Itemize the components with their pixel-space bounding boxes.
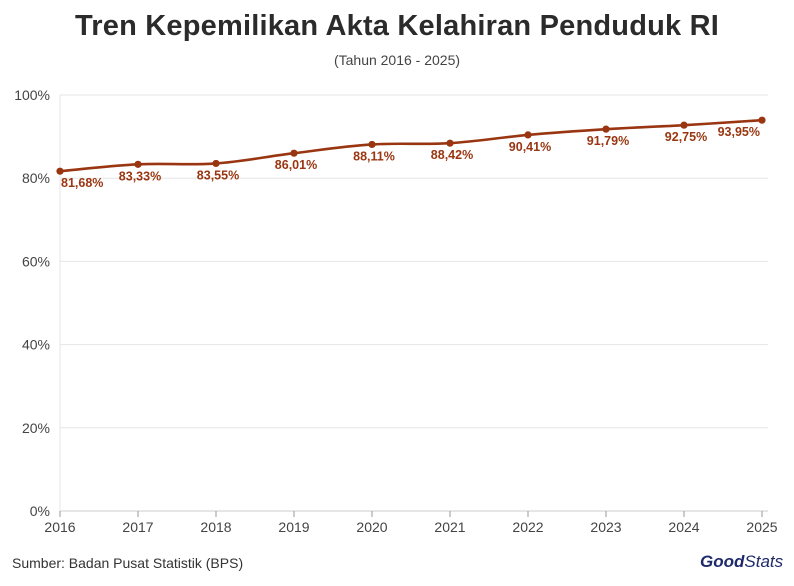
goodstats-logo: GoodStats [700,552,790,578]
data-label: 83,55% [197,168,239,182]
data-point [290,149,298,157]
data-point [134,160,142,168]
gridlines [59,94,768,512]
data-label: 83,33% [119,169,161,183]
logo-stats-text: Stats [744,552,784,571]
data-label: 90,41% [509,140,551,154]
y-tick-label: 40% [22,337,50,353]
data-label: 81,68% [61,176,103,190]
data-point [212,159,220,168]
data-label: 93,95% [718,125,760,139]
data-point [446,139,454,147]
x-tick-label: 2024 [668,519,699,535]
x-tick-label: 2016 [44,519,75,535]
x-tick-label: 2020 [356,519,387,535]
y-tick-label: 100% [14,87,50,103]
data-labels: 81,68% 83,33% 83,55% 86,01% 88,11% 88,42% 90,4… [61,125,760,190]
data-point [56,167,64,175]
x-tick-label: 2023 [590,519,621,535]
y-tick-label: 20% [22,420,50,436]
data-label: 88,11% [353,149,395,163]
x-tick-label: 2025 [746,519,777,535]
data-label: 86,01% [275,158,317,172]
x-tick-label: 2017 [122,519,153,535]
data-point [758,116,766,124]
data-label: 92,75% [665,130,707,144]
y-tick-label: 0% [30,503,50,519]
x-tick-label: 2019 [278,519,309,535]
data-point [602,125,610,133]
x-tick-label: 2021 [434,519,465,535]
data-label: 88,42% [431,148,473,162]
series-aktakelahiran [56,116,766,175]
logo-good-text: Good [700,552,745,571]
data-point [368,140,376,149]
y-tick-label: 80% [22,170,50,186]
data-point [680,121,688,129]
y-axis-ticks: 0% 20% 40% 60% 80% 100% [14,87,50,519]
data-label: 91,79% [587,134,629,148]
data-point [524,131,532,139]
x-tick-label: 2022 [512,519,543,535]
x-axis-ticks: 2016 2017 2018 2019 2020 2021 2022 2023 2024 2025 [44,511,778,535]
chart-title: Tren Kepemilikan Akta Kelahiran Penduduk… [74,10,720,42]
chart-subtitle: (Tahun 2016 - 2025) [333,52,461,68]
source-note: Sumber: Badan Pusat Statistik (BPS) [12,555,244,571]
x-tick-label: 2018 [200,519,231,535]
series-line [58,118,764,173]
y-tick-label: 60% [22,253,50,269]
